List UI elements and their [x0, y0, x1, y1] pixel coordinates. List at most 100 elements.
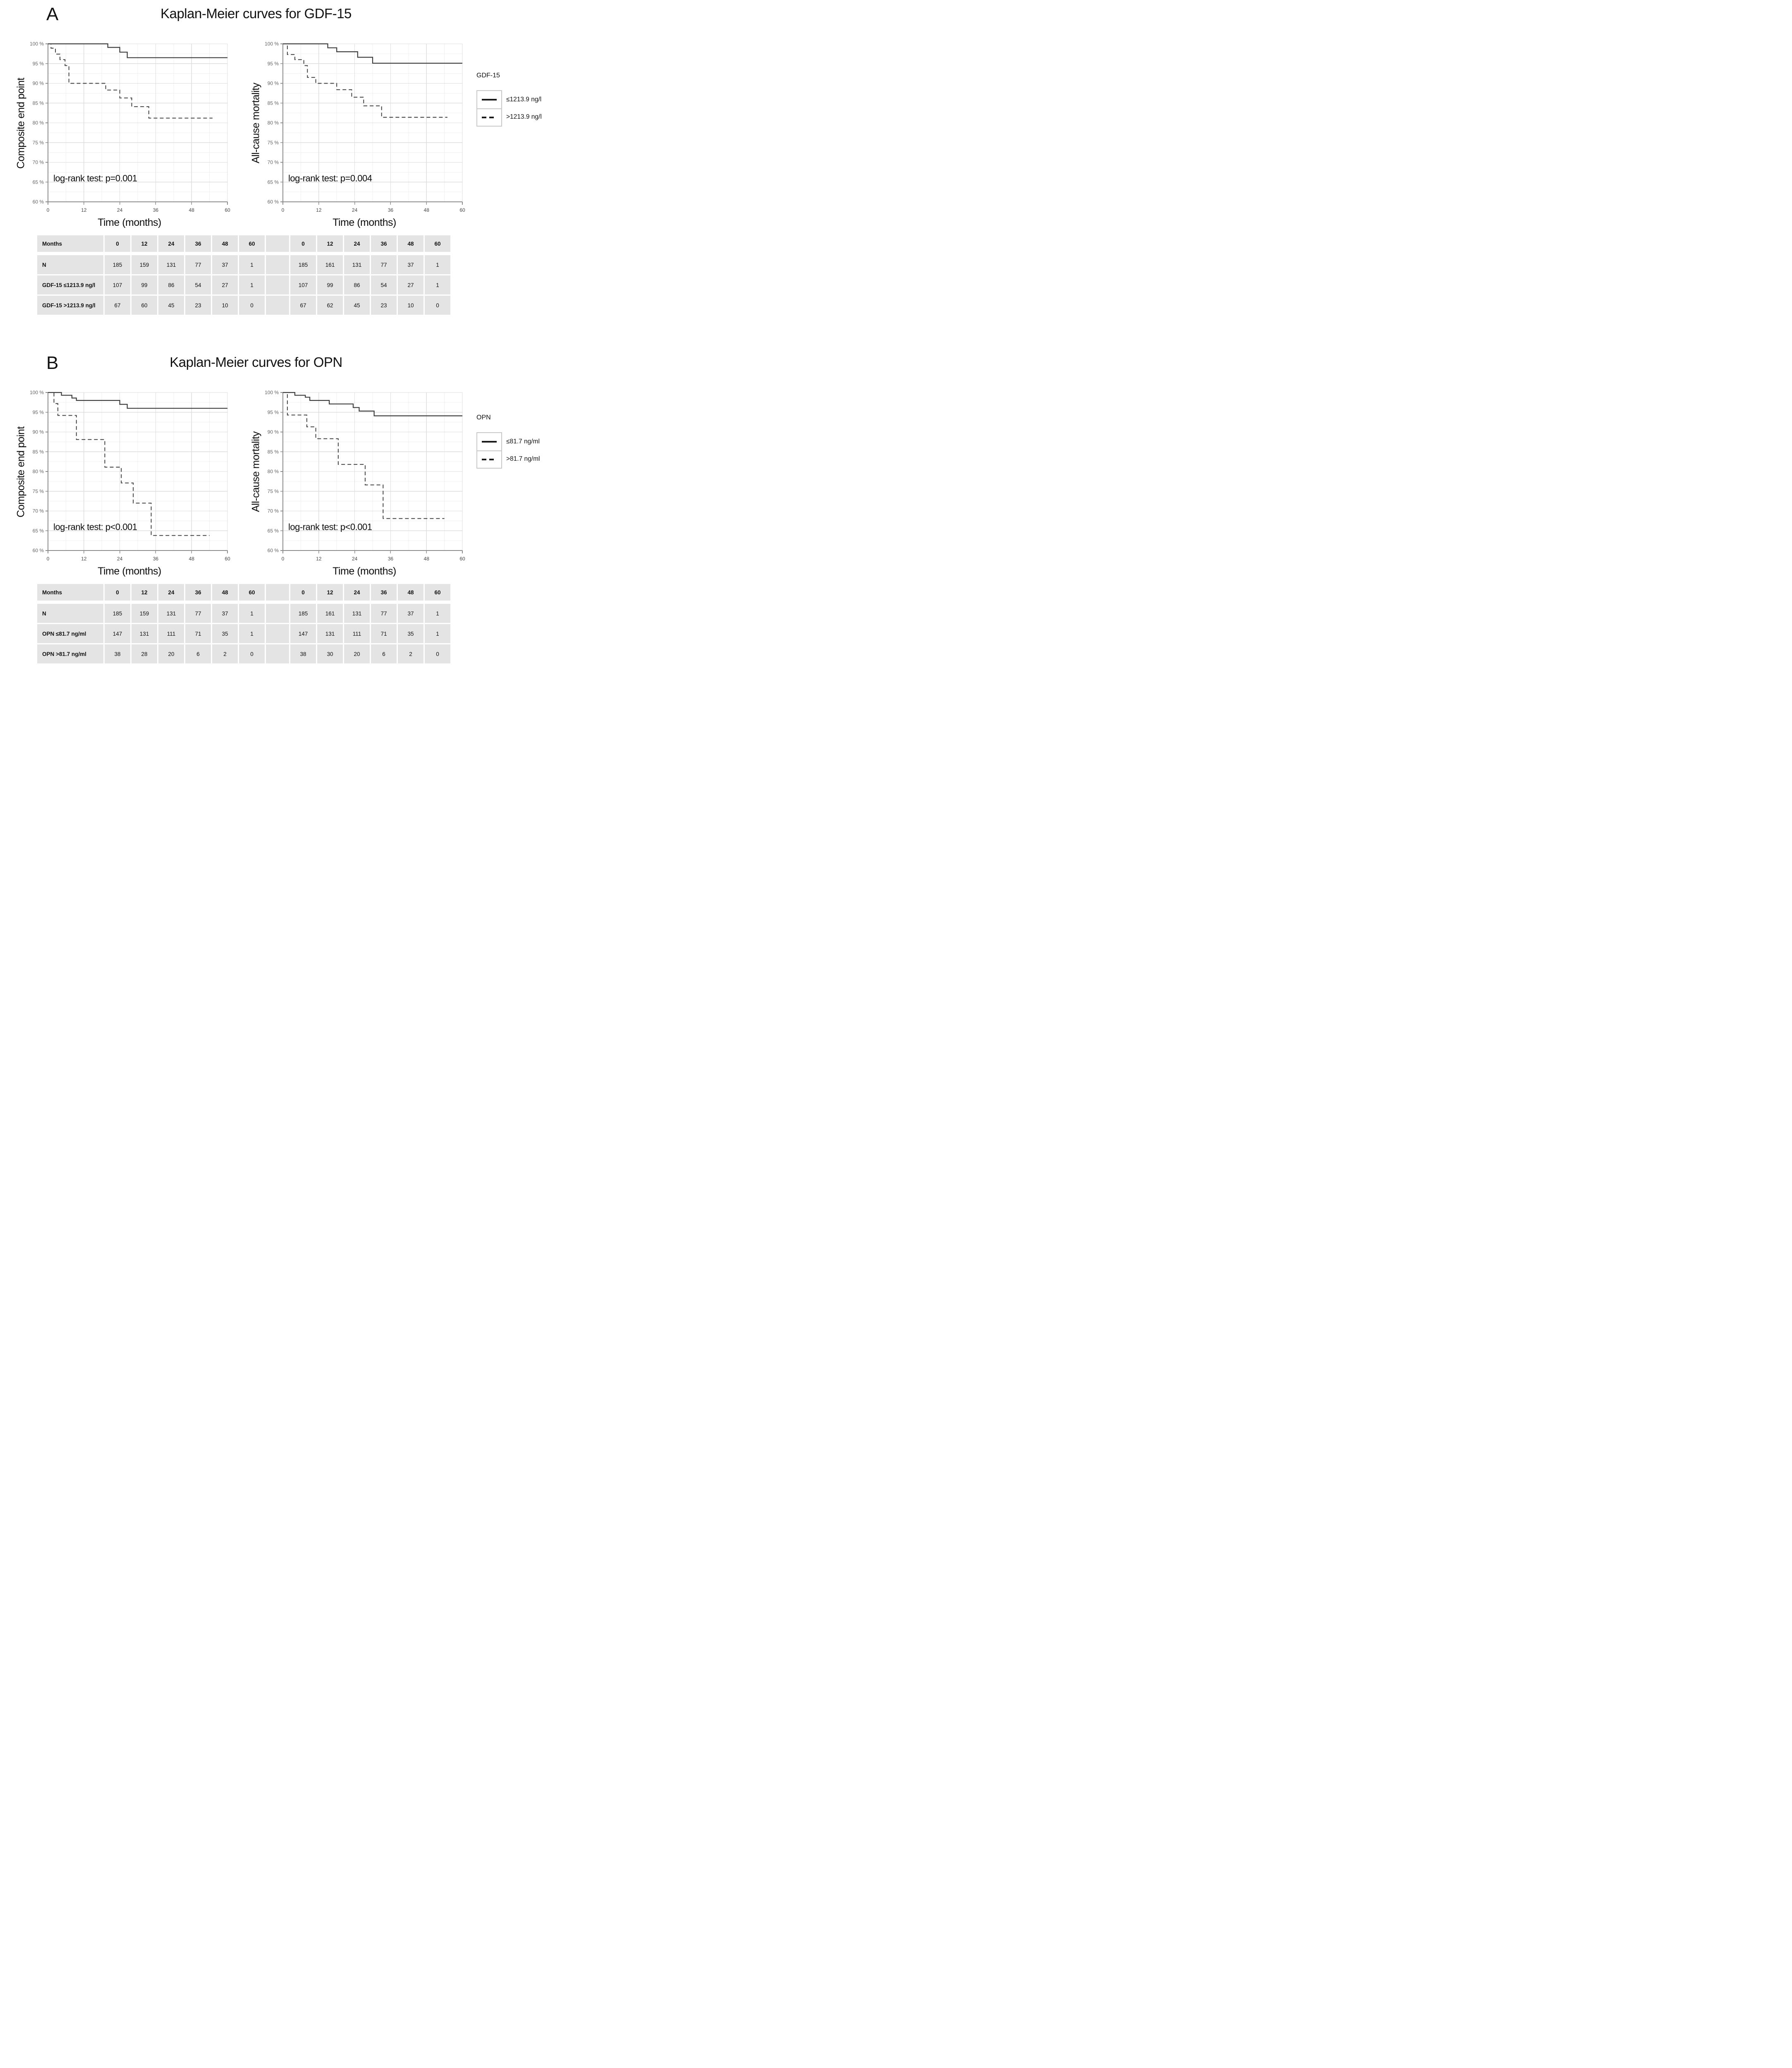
table-cell: 48: [398, 235, 423, 252]
table-cell: 161: [317, 255, 343, 274]
table-cell: 10: [398, 296, 423, 315]
table-cell: 23: [371, 296, 397, 315]
plot-stack: 60 % 65 % 70 % 75 % 80 % 85 % 90 % 95 % 100 % 0 12…: [263, 389, 466, 577]
table-cell: 60: [239, 235, 265, 252]
svg-text:95 %: 95 %: [33, 409, 44, 415]
log-rank-annotation: log-rank test: p<0.001: [53, 522, 137, 532]
svg-text:48: 48: [424, 556, 430, 562]
svg-text:60: 60: [225, 556, 230, 562]
table-row-label: N: [37, 604, 103, 623]
table-spacer-cell: [266, 255, 289, 274]
svg-text:85 %: 85 %: [33, 449, 44, 455]
table-cell: 185: [290, 604, 316, 623]
y-axis-title-mortality-a: All-cause mortality: [250, 83, 262, 164]
table-cell: 0: [290, 235, 316, 252]
svg-text:65 %: 65 %: [268, 179, 279, 185]
legend-cell-solid: [477, 91, 501, 108]
table-cell: 37: [398, 604, 423, 623]
chart-b-mortality-block: All-cause mortality 60 % 65 % 70 % 75 % 80 %…: [249, 389, 466, 577]
table-cell: 23: [185, 296, 211, 315]
risk-table-gdf15: Months 0 12 24 36 48 60 0 12 24 36 48 60 N 185 159 131 77…: [37, 235, 538, 315]
table-cell: 62: [317, 296, 343, 315]
dashed-line-sample-icon: [482, 459, 497, 460]
legend-label-low: ≤1213.9 ng/l: [506, 96, 542, 103]
table-cell: 2: [398, 644, 423, 663]
table-row-label: GDF-15 >1213.9 ng/l: [37, 296, 103, 315]
legend-gdf15: GDF-15 ≤1213.9 ng/l >1213.9 ng/l: [476, 72, 542, 127]
table-cell: 48: [212, 584, 238, 601]
y-axis-title-composite-a: Composite end point: [15, 78, 27, 169]
svg-text:24: 24: [352, 556, 358, 562]
km-curve-dashed: [283, 43, 447, 118]
table-cell: 77: [371, 255, 397, 274]
svg-text:60: 60: [459, 556, 465, 562]
table-cell: 1: [425, 624, 450, 643]
panel-a-charts-row: Composite end point 60 % 65 % 70 % 75 % 80 %…: [14, 41, 542, 229]
table-cell: 107: [290, 275, 316, 294]
table-cell: 27: [212, 275, 238, 294]
table-cell: 54: [371, 275, 397, 294]
table-cell: 1: [425, 275, 450, 294]
panel-b-label: B: [46, 353, 58, 373]
panel-b: B Kaplan-Meier curves for OPN Composite …: [14, 353, 540, 663]
table-cell: 86: [158, 275, 184, 294]
table-cell: 147: [290, 624, 316, 643]
table-cell: 6: [371, 644, 397, 663]
y-axis-title-mortality-b: All-cause mortality: [250, 431, 262, 512]
table-cell: 20: [344, 644, 370, 663]
table-cell: 1: [239, 604, 265, 623]
km-curve-solid: [283, 43, 462, 64]
svg-text:80 %: 80 %: [268, 469, 279, 474]
table-cell: 159: [132, 255, 157, 274]
table-cell: 67: [290, 296, 316, 315]
table-cell: 35: [212, 624, 238, 643]
table-cell: 6: [185, 644, 211, 663]
chart-a-mortality-block: All-cause mortality 60 % 65 % 70 % 75 % 80 %…: [249, 41, 466, 229]
svg-text:75 %: 75 %: [268, 140, 279, 146]
table-cell: 24: [344, 584, 370, 601]
table-spacer-cell: [266, 604, 289, 623]
plot-stack: 60 % 65 % 70 % 75 % 80 % 85 % 90 % 95 % 100 % 0 12…: [28, 41, 231, 229]
table-cell: 35: [398, 624, 423, 643]
table-cell: 111: [158, 624, 184, 643]
table-cell: 159: [132, 604, 157, 623]
svg-text:95 %: 95 %: [268, 409, 279, 415]
table-cell: 27: [398, 275, 423, 294]
table-cell: 60: [132, 296, 157, 315]
table-spacer-cell: [266, 624, 289, 643]
table-cell: 36: [371, 235, 397, 252]
chart-b-composite-block: Composite end point 60 % 65 % 70 % 75 % 80 %…: [14, 389, 231, 577]
legend-body: ≤81.7 ng/ml >81.7 ng/ml: [476, 432, 540, 469]
log-rank-annotation: log-rank test: p<0.001: [288, 522, 372, 532]
table-cell: 161: [317, 604, 343, 623]
svg-text:65 %: 65 %: [33, 528, 44, 534]
table-cell: 28: [132, 644, 157, 663]
svg-text:0: 0: [47, 556, 50, 562]
table-cell: 71: [185, 624, 211, 643]
svg-text:36: 36: [153, 207, 159, 213]
table-cell: 54: [185, 275, 211, 294]
svg-text:70 %: 70 %: [33, 508, 44, 514]
svg-text:36: 36: [388, 556, 394, 562]
table-cell: 24: [344, 235, 370, 252]
svg-text:60 %: 60 %: [268, 199, 279, 205]
table-row: Months 0 12 24 36 48 60 0 12 24 36 48 60: [37, 584, 538, 601]
svg-text:12: 12: [316, 207, 322, 213]
table-cell: 99: [132, 275, 157, 294]
risk-table-opn: Months 0 12 24 36 48 60 0 12 24 36 48 60 N 185 159 131 77…: [37, 584, 538, 663]
table-row-label: Months: [37, 584, 103, 601]
svg-text:75 %: 75 %: [268, 488, 279, 494]
table-cell: 185: [290, 255, 316, 274]
table-cell: 71: [371, 624, 397, 643]
svg-text:60 %: 60 %: [268, 548, 279, 553]
table-cell: 37: [398, 255, 423, 274]
km-curve-solid: [283, 392, 462, 416]
table-cell: 1: [239, 275, 265, 294]
chart-a-composite-block: Composite end point 60 % 65 % 70 % 75 % 80 %…: [14, 41, 231, 229]
table-cell: 38: [290, 644, 316, 663]
km-plot-b-composite: 60 % 65 % 70 % 75 % 80 % 85 % 90 % 95 % 100 % 0 12…: [28, 389, 231, 565]
table-row: GDF-15 >1213.9 ng/l 67 60 45 23 10 0 67 62 45 23 10…: [37, 296, 538, 315]
svg-text:100 %: 100 %: [30, 41, 44, 47]
svg-text:48: 48: [189, 556, 195, 562]
svg-text:60 %: 60 %: [33, 548, 44, 553]
